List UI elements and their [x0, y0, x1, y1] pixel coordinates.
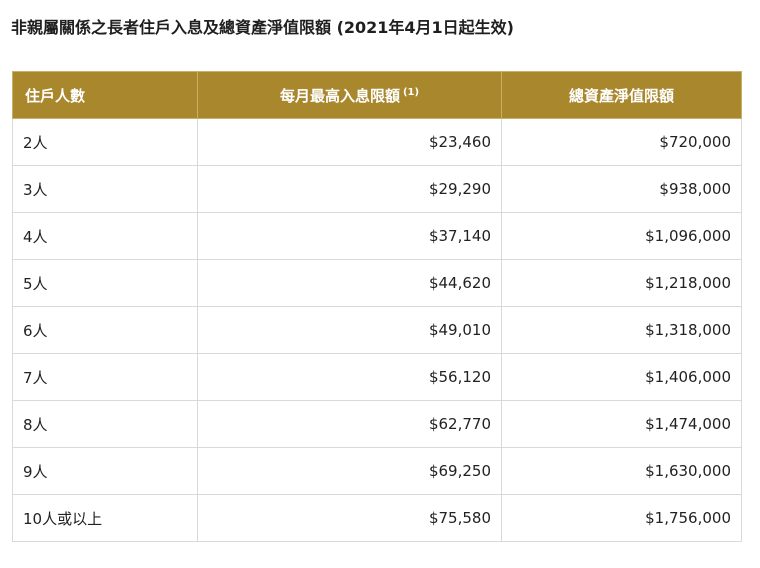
cell-income-limit: $23,460 [197, 118, 502, 166]
table-row: 9人 $69,250 $1,630,000 [12, 447, 742, 495]
table-row: 5人 $44,620 $1,218,000 [12, 259, 742, 307]
cell-income-limit: $49,010 [197, 306, 502, 354]
cell-income-limit: $62,770 [197, 400, 502, 448]
cell-household-size: 4人 [12, 212, 198, 260]
cell-income-limit: $75,580 [197, 494, 502, 542]
cell-income-limit: $69,250 [197, 447, 502, 495]
cell-household-size: 10人或以上 [12, 494, 198, 542]
cell-household-size: 3人 [12, 165, 198, 213]
income-asset-limits-table: 住戶人數 每月最高入息限額 (1) 總資產淨值限額 2人 $23,460 $720… [12, 71, 742, 542]
cell-household-size: 7人 [12, 353, 198, 401]
cell-asset-limit: $720,000 [501, 118, 742, 166]
header-net-asset-limit: 總資產淨值限額 [501, 71, 742, 119]
header-max-monthly-income: 每月最高入息限額 (1) [197, 71, 502, 119]
cell-income-limit: $44,620 [197, 259, 502, 307]
table-row: 10人或以上 $75,580 $1,756,000 [12, 494, 742, 542]
cell-household-size: 2人 [12, 118, 198, 166]
page-title: 非親屬關係之長者住戶入息及總資產淨值限額 (2021年4月1日起生效) [11, 18, 514, 37]
table-row: 7人 $56,120 $1,406,000 [12, 353, 742, 401]
cell-household-size: 5人 [12, 259, 198, 307]
table-row: 6人 $49,010 $1,318,000 [12, 306, 742, 354]
cell-asset-limit: $1,406,000 [501, 353, 742, 401]
cell-household-size: 6人 [12, 306, 198, 354]
cell-income-limit: $56,120 [197, 353, 502, 401]
cell-asset-limit: $1,756,000 [501, 494, 742, 542]
header-household-size-label: 住戶人數 [25, 86, 86, 105]
cell-income-limit: $37,140 [197, 212, 502, 260]
cell-household-size: 8人 [12, 400, 198, 448]
header-net-asset-limit-label: 總資產淨值限額 [568, 86, 674, 105]
cell-asset-limit: $1,318,000 [501, 306, 742, 354]
table-row: 4人 $37,140 $1,096,000 [12, 212, 742, 260]
header-household-size: 住戶人數 [12, 71, 198, 119]
cell-asset-limit: $1,218,000 [501, 259, 742, 307]
table-row: 8人 $62,770 $1,474,000 [12, 400, 742, 448]
cell-asset-limit: $1,630,000 [501, 447, 742, 495]
footnote-marker: (1) [402, 86, 420, 98]
cell-income-limit: $29,290 [197, 165, 502, 213]
cell-asset-limit: $1,474,000 [501, 400, 742, 448]
header-max-monthly-income-label: 每月最高入息限額 [279, 86, 400, 105]
table-row: 2人 $23,460 $720,000 [12, 118, 742, 166]
table-row: 3人 $29,290 $938,000 [12, 165, 742, 213]
cell-asset-limit: $938,000 [501, 165, 742, 213]
table-header-row: 住戶人數 每月最高入息限額 (1) 總資產淨值限額 [12, 71, 742, 119]
cell-asset-limit: $1,096,000 [501, 212, 742, 260]
cell-household-size: 9人 [12, 447, 198, 495]
